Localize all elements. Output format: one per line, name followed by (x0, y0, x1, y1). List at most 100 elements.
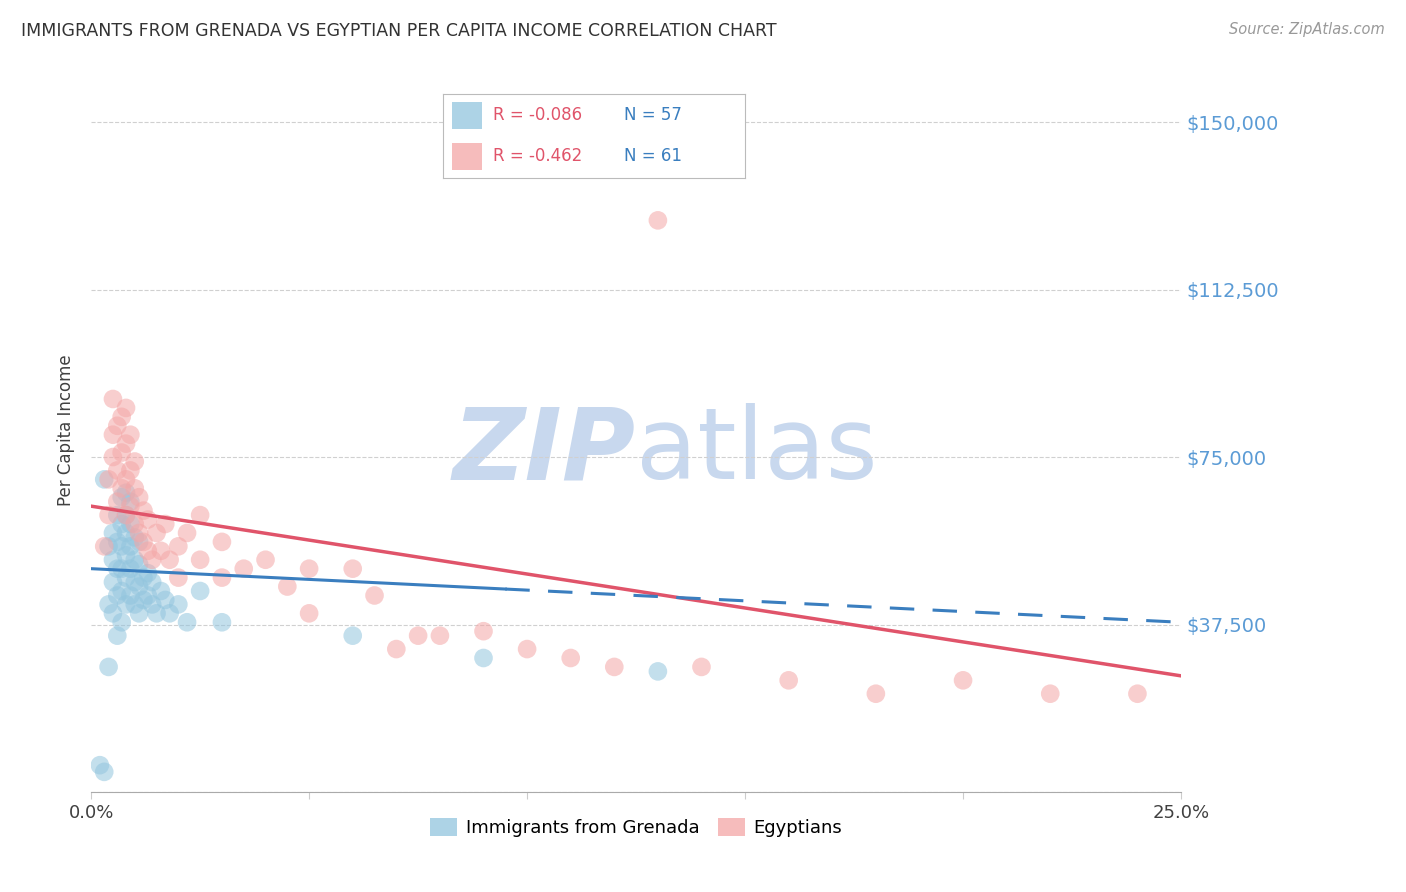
Point (105, 418, 128, 433)
Point (167, 571, 190, 585)
Text: N = 57: N = 57 (624, 106, 682, 124)
Point (97, 508, 120, 522)
Point (111, 445, 134, 459)
Point (128, 525, 150, 540)
Point (101, 450, 124, 464)
Point (132, 593, 155, 607)
Point (385, 642, 408, 657)
Point (111, 490, 134, 504)
Point (778, 673, 800, 688)
Legend: Immigrants from Grenada, Egyptians: Immigrants from Grenada, Egyptians (423, 811, 849, 845)
Point (105, 508, 128, 522)
Point (115, 571, 138, 585)
Point (93, 472, 115, 486)
Point (132, 534, 155, 549)
Point (111, 562, 134, 576)
Point (111, 540, 134, 554)
Point (298, 562, 321, 576)
Point (136, 512, 159, 526)
Point (120, 463, 142, 477)
Point (101, 392, 124, 406)
Point (111, 615, 134, 630)
Point (101, 427, 124, 442)
Point (115, 436, 138, 450)
Point (211, 615, 233, 630)
Point (124, 598, 146, 612)
Point (149, 584, 172, 599)
Point (120, 540, 142, 554)
Y-axis label: Per Capita Income: Per Capita Income (58, 354, 75, 506)
Point (159, 553, 181, 567)
Point (105, 629, 128, 643)
Point (97, 660, 120, 674)
Point (141, 598, 163, 612)
Point (149, 544, 172, 558)
Point (128, 558, 150, 572)
Point (105, 463, 128, 477)
Point (115, 549, 138, 563)
Point (128, 580, 150, 594)
Point (120, 589, 142, 603)
Point (342, 562, 364, 576)
Point (690, 660, 713, 674)
Point (120, 494, 142, 508)
Text: R = -0.086: R = -0.086 (492, 106, 582, 124)
Point (560, 651, 582, 665)
Point (472, 651, 495, 665)
Point (120, 516, 142, 531)
Point (124, 454, 146, 468)
Point (865, 687, 887, 701)
Point (136, 566, 159, 581)
Point (120, 499, 142, 513)
Point (603, 660, 626, 674)
Point (89, 758, 111, 772)
Point (115, 401, 138, 415)
Bar (451, 103, 482, 129)
Point (120, 562, 142, 576)
Point (101, 607, 124, 621)
Point (111, 481, 134, 495)
Point (124, 530, 146, 544)
Text: N = 61: N = 61 (624, 147, 682, 165)
Text: IMMIGRANTS FROM GRENADA VS EGYPTIAN PER CAPITA INCOME CORRELATION CHART: IMMIGRANTS FROM GRENADA VS EGYPTIAN PER … (21, 22, 776, 40)
Point (124, 553, 146, 567)
Point (105, 494, 128, 508)
Point (298, 607, 321, 621)
Text: atlas: atlas (636, 403, 877, 500)
Point (145, 607, 167, 621)
Point (188, 553, 211, 567)
Point (115, 472, 138, 486)
Point (101, 553, 124, 567)
Point (136, 544, 159, 558)
Point (155, 593, 177, 607)
Point (111, 409, 134, 424)
Point (124, 516, 146, 531)
Point (167, 598, 190, 612)
Point (141, 575, 163, 590)
Point (101, 575, 124, 590)
Point (111, 516, 134, 531)
Point (363, 589, 385, 603)
Point (647, 213, 669, 227)
Point (176, 615, 198, 630)
Point (128, 607, 150, 621)
Point (188, 584, 211, 599)
Point (93, 540, 115, 554)
Point (115, 525, 138, 540)
Point (97, 472, 120, 486)
Point (145, 525, 167, 540)
Point (128, 490, 150, 504)
Point (1039, 687, 1062, 701)
Point (472, 624, 495, 639)
Point (429, 629, 451, 643)
Point (115, 485, 138, 500)
Point (155, 516, 177, 531)
Point (211, 534, 233, 549)
Point (136, 589, 159, 603)
Point (1126, 687, 1149, 701)
Point (167, 540, 190, 554)
Point (188, 508, 211, 522)
Point (132, 503, 155, 517)
Point (115, 508, 138, 522)
Point (141, 553, 163, 567)
